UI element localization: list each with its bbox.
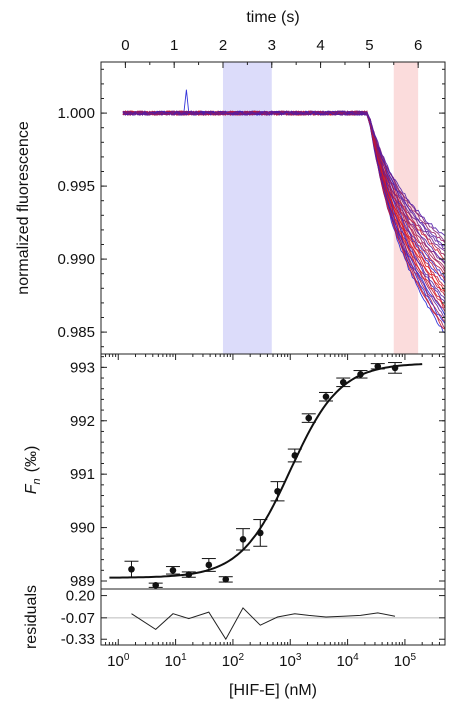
data-point-5 bbox=[222, 576, 230, 583]
middle-y-axis-label: Fn(‰) bbox=[23, 446, 43, 495]
residuals-line bbox=[131, 607, 396, 641]
data-point-4 bbox=[205, 561, 213, 569]
middle-y-tick-label-0: 989 bbox=[70, 573, 95, 590]
data-point-7 bbox=[256, 529, 264, 537]
bottom-x-tick-label-3: 103 bbox=[279, 652, 302, 670]
bottom-x-tick-label-5: 105 bbox=[394, 652, 417, 670]
fluorescence-traces bbox=[122, 89, 446, 334]
top-y-tick-label-3: 0.985 bbox=[57, 324, 95, 341]
bottom-panel: 0.20 -0.07 -0.33 100 101 102 103 104 105 [HIF-E]… bbox=[23, 585, 446, 699]
data-point-14 bbox=[374, 362, 382, 370]
binding-data-points bbox=[124, 362, 403, 589]
bottom-plot-frame bbox=[100, 588, 446, 646]
top-x-tick-label-1: 1 bbox=[170, 37, 178, 54]
data-point-6 bbox=[239, 536, 247, 543]
bottom-x-axis-label: [HIF-E] (nM) bbox=[229, 682, 317, 699]
bottom-x-tick-label-2: 102 bbox=[222, 652, 245, 670]
top-x-tick-label-3: 3 bbox=[268, 37, 276, 54]
top-y-axis-label: normalized fluorescence bbox=[15, 121, 32, 295]
top-y-tick-label-0: 1.000 bbox=[57, 105, 95, 122]
data-point-2 bbox=[169, 567, 177, 574]
shaded-region-0 bbox=[222, 62, 272, 354]
bottom-x-tick-label-0: 100 bbox=[107, 652, 130, 670]
bottom-x-tick-label-4: 104 bbox=[336, 652, 359, 670]
top-x-tick-label-4: 4 bbox=[316, 37, 324, 54]
top-y-tick-label-2: 0.990 bbox=[57, 251, 95, 268]
residuals-polyline bbox=[131, 607, 396, 641]
top-x-tick-label-6: 6 bbox=[414, 37, 422, 54]
bottom-axis-ticks: 0.20 -0.07 -0.33 100 101 102 103 104 105 bbox=[61, 588, 446, 670]
top-panel: 0 1 2 3 4 5 6 1.000 0.995 0.990 0.985 time (s) nor… bbox=[15, 9, 446, 355]
data-point-0 bbox=[128, 565, 135, 573]
top-x-tick-label-2: 2 bbox=[219, 37, 227, 54]
fit-curve bbox=[109, 363, 423, 579]
fluorescence-trace-31 bbox=[122, 110, 446, 237]
middle-y-tick-label-4: 993 bbox=[70, 359, 95, 376]
bottom-y-tick-label-1: -0.07 bbox=[61, 610, 95, 627]
bottom-y-tick-label-2: -0.33 bbox=[61, 631, 95, 648]
data-point-8 bbox=[274, 487, 281, 495]
data-point-1 bbox=[152, 581, 160, 589]
middle-y-tick-label-3: 992 bbox=[70, 413, 95, 430]
top-x-tick-label-5: 5 bbox=[365, 37, 373, 54]
middle-y-tick-label-1: 990 bbox=[70, 520, 95, 537]
binding-fit-curve bbox=[109, 363, 423, 579]
top-y-tick-label-1: 0.995 bbox=[57, 178, 95, 195]
data-point-9 bbox=[291, 452, 299, 459]
top-axis-ticks: 0 1 2 3 4 5 6 1.000 0.995 0.990 0.985 bbox=[57, 37, 445, 348]
data-point-11 bbox=[322, 393, 330, 401]
middle-y-tick-label-2: 991 bbox=[70, 466, 95, 483]
bottom-y-tick-label-0: 0.20 bbox=[66, 588, 95, 605]
data-point-15 bbox=[391, 364, 399, 372]
data-point-13 bbox=[357, 370, 364, 378]
fluorescence-trace-30 bbox=[122, 110, 446, 243]
middle-plot-frame bbox=[100, 353, 446, 590]
top-x-tick-label-0: 0 bbox=[121, 37, 129, 54]
data-point-3 bbox=[185, 571, 193, 578]
middle-axis-ticks: 989 990 991 992 993 bbox=[70, 354, 446, 590]
data-point-10 bbox=[305, 414, 313, 422]
top-x-axis-label: time (s) bbox=[246, 9, 299, 26]
bottom-y-axis-label: residuals bbox=[23, 585, 40, 649]
bottom-x-tick-label-1: 101 bbox=[164, 652, 187, 670]
data-point-12 bbox=[339, 379, 347, 386]
middle-panel: 989 990 991 992 993 Fn(‰) bbox=[23, 353, 446, 590]
